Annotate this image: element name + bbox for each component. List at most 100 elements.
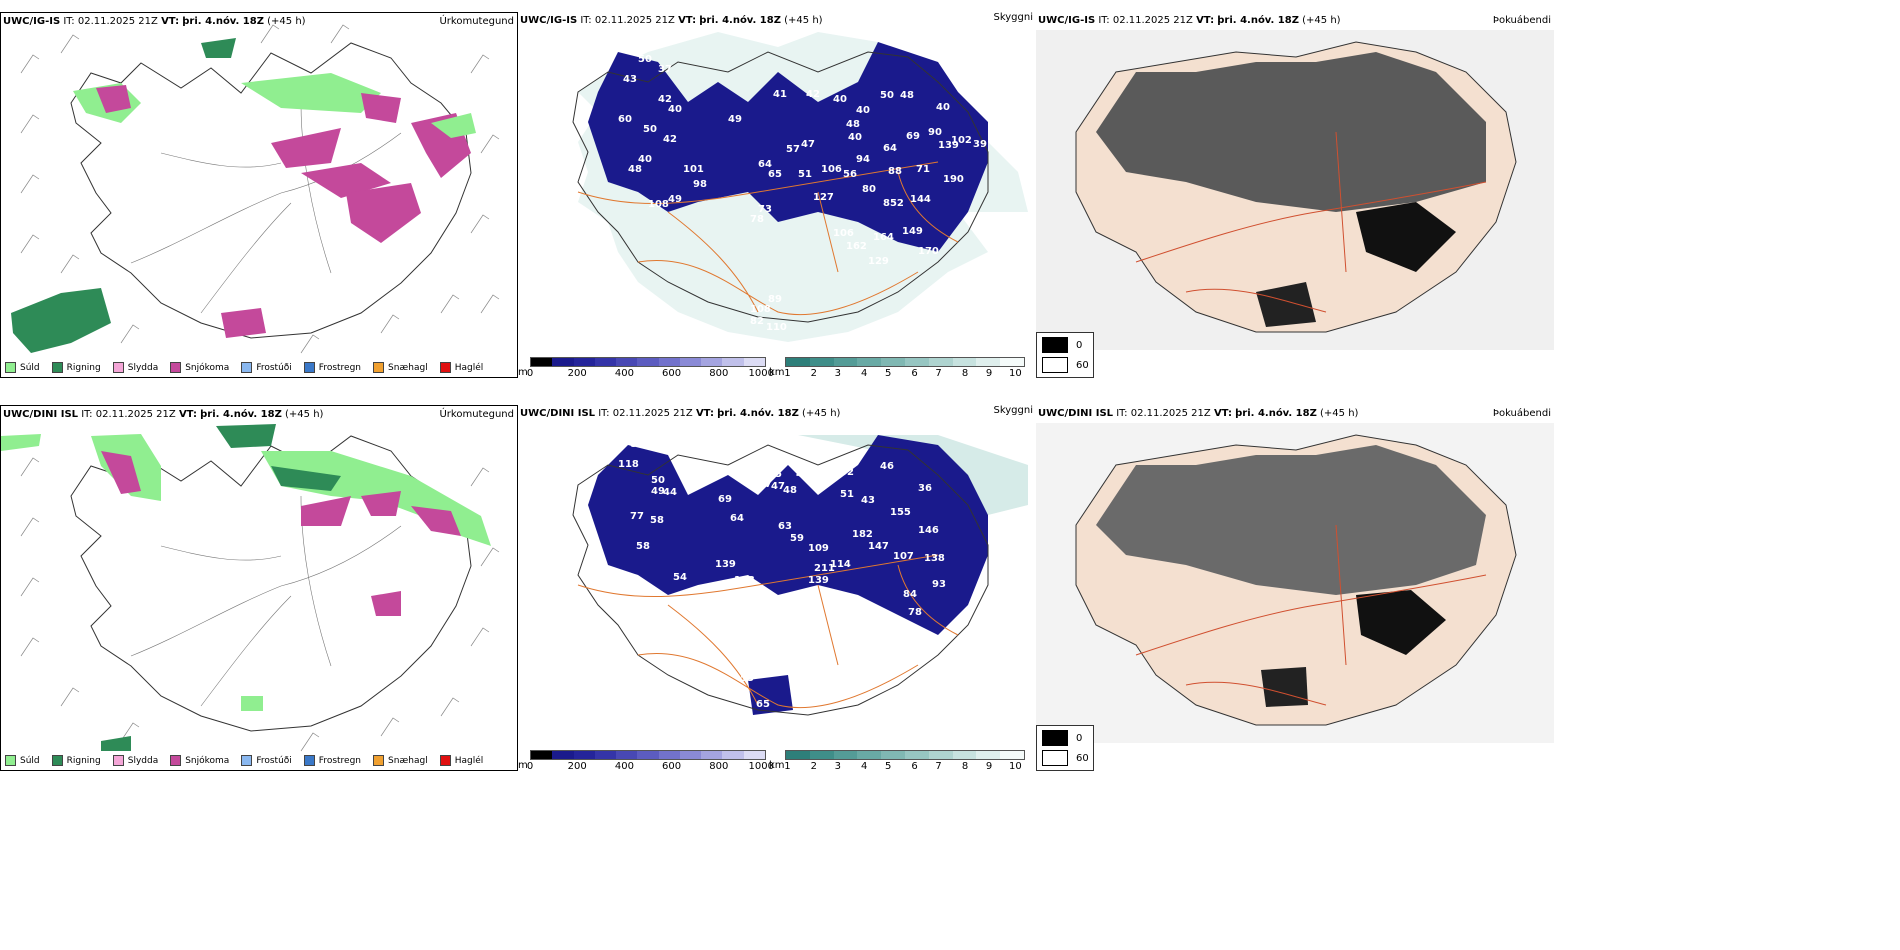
- fog-legend-bottom: 0 60: [1036, 725, 1094, 771]
- fog-panel-bottom: UWC/DINI ISL IT: 02.11.2025 21Z VT: þri.…: [1036, 405, 1554, 771]
- tick-label: 600: [662, 368, 682, 379]
- tick-label: 7: [935, 761, 942, 772]
- visibility-value: 108: [648, 199, 669, 210]
- fog-black-core: [1256, 282, 1316, 327]
- visibility-value: 101: [683, 164, 704, 175]
- visibility-value: 108: [836, 619, 857, 630]
- tick-label: 10: [1009, 368, 1022, 379]
- visibility-value: 56: [843, 169, 857, 180]
- visibility-value: 60: [618, 114, 632, 125]
- precip-areas: [1, 424, 491, 751]
- fog-map-bottom: [1036, 423, 1554, 743]
- visibility-value: 42: [658, 94, 672, 105]
- tick-label: 0: [526, 761, 534, 772]
- iceland-coastline: [70, 435, 472, 732]
- tick-label: 6: [911, 761, 918, 772]
- unit-label: km: [769, 760, 785, 771]
- tick-label: 1: [784, 761, 791, 772]
- visibility-value: 146: [918, 525, 939, 536]
- legend-item: 0: [1042, 337, 1093, 353]
- panel-variable-label: Þokuábendi: [1492, 15, 1551, 26]
- precip-areas: [11, 38, 476, 353]
- low-ceiling-area: [588, 435, 988, 635]
- visibility-value: 45: [768, 469, 782, 480]
- tick-label: 3: [834, 368, 841, 379]
- legend-item: Haglél: [439, 362, 483, 373]
- low-ceiling-area: [748, 675, 793, 715]
- fog-black-core: [1356, 202, 1456, 272]
- visibility-value: 106: [821, 164, 842, 175]
- visibility-value: 57: [786, 144, 800, 155]
- visibility-value: 89: [768, 294, 782, 305]
- visibility-value: 71: [916, 164, 930, 175]
- visibility-value: 44: [796, 469, 810, 480]
- visibility-value: 162: [846, 241, 867, 252]
- visibility-value: 139: [715, 559, 736, 570]
- ceiling-colorbar-bottom: 0 200 400 600 800 1000 m: [518, 750, 774, 774]
- visibility-value: 50: [643, 124, 657, 135]
- precip-map-bottom: [1, 424, 500, 752]
- visibility-value: 50: [880, 90, 894, 101]
- visibility-value: 51: [840, 489, 854, 500]
- legend-swatch: [51, 362, 63, 373]
- tick-label: 400: [614, 761, 634, 772]
- roads: [1135, 131, 1487, 313]
- panel-variable-label: Skyggni: [993, 12, 1033, 23]
- panel-title: UWC/DINI ISL IT: 02.11.2025 21Z VT: þri.…: [520, 408, 841, 419]
- roads: [130, 102, 402, 314]
- visibility-value: 40: [668, 104, 682, 115]
- visibility-value: 149: [902, 226, 923, 237]
- roads: [1135, 524, 1487, 706]
- tick-label: 1: [784, 368, 791, 379]
- tick-label: 400: [614, 368, 634, 379]
- visibility-value: 127: [813, 192, 834, 203]
- visibility-value: 50: [638, 54, 652, 65]
- legend-item: Slydda: [112, 755, 158, 766]
- panel-title: UWC/IG-IS IT: 02.11.2025 21Z VT: þri. 4.…: [1038, 15, 1341, 26]
- visibility-value: 97: [774, 595, 788, 606]
- legend-item: Súld: [5, 362, 40, 373]
- tick-label: 1000: [748, 368, 774, 379]
- panel-variable-label: Úrkomutegund: [439, 16, 514, 27]
- tick-label: 800: [709, 368, 729, 379]
- legend-item: 60: [1042, 750, 1093, 766]
- visibility-value: 64: [758, 159, 772, 170]
- unit-label: km: [769, 367, 785, 378]
- visibility-colorbar-top: 1 2 3 4 5 6 7 8 9 10 km: [769, 357, 1025, 381]
- visibility-value: 37: [658, 64, 672, 75]
- iceland-coastline: [70, 42, 472, 339]
- visibility-value: 53: [740, 673, 754, 684]
- visibility-value: 120: [618, 580, 639, 591]
- tick-label: 10: [1009, 761, 1022, 772]
- tick-label: 800: [709, 761, 729, 772]
- wind-barbs: [20, 24, 500, 354]
- legend-item: Snæhagl: [373, 755, 428, 766]
- legend-item: 60: [1042, 357, 1093, 373]
- tick-label: 8: [961, 368, 969, 379]
- visibility-value: 44: [663, 487, 677, 498]
- legend-swatch: [170, 362, 182, 373]
- visibility-value: 78: [750, 214, 764, 225]
- fog-black-core: [1261, 667, 1308, 707]
- legend-swatch: [241, 362, 253, 373]
- visibility-value: 50: [651, 475, 665, 486]
- visibility-value: 183: [734, 575, 755, 586]
- legend-swatch: [303, 755, 315, 766]
- visibility-value: 59: [790, 533, 804, 544]
- visibility-value: 47: [771, 481, 785, 492]
- visibility-value: 211: [814, 563, 835, 574]
- panel-title: UWC/IG-IS IT: 02.11.2025 21Z VT: þri. 4.…: [520, 15, 823, 26]
- fog-legend-top: 0 60: [1036, 332, 1094, 378]
- visibility-value: 93: [932, 579, 946, 590]
- precip-type-panel-top: UWC/IG-IS IT: 02.11.2025 21Z VT: þri. 4.…: [0, 12, 518, 378]
- colorbar-swatches: [785, 357, 1025, 367]
- legend-item: Frostúði: [241, 755, 292, 766]
- visibility-value: 82: [750, 316, 764, 327]
- visibility-value: 73: [758, 204, 772, 215]
- visibility-value: 138: [924, 553, 945, 564]
- visibility-value: 129: [868, 256, 889, 267]
- panel-variable-label: Þokuábendi: [1492, 408, 1551, 419]
- tick-label: 600: [662, 761, 682, 772]
- legend-swatch: [112, 362, 124, 373]
- precip-type-legend: Súld Rigning Slydda Snjókoma Frostúði Fr…: [5, 362, 483, 373]
